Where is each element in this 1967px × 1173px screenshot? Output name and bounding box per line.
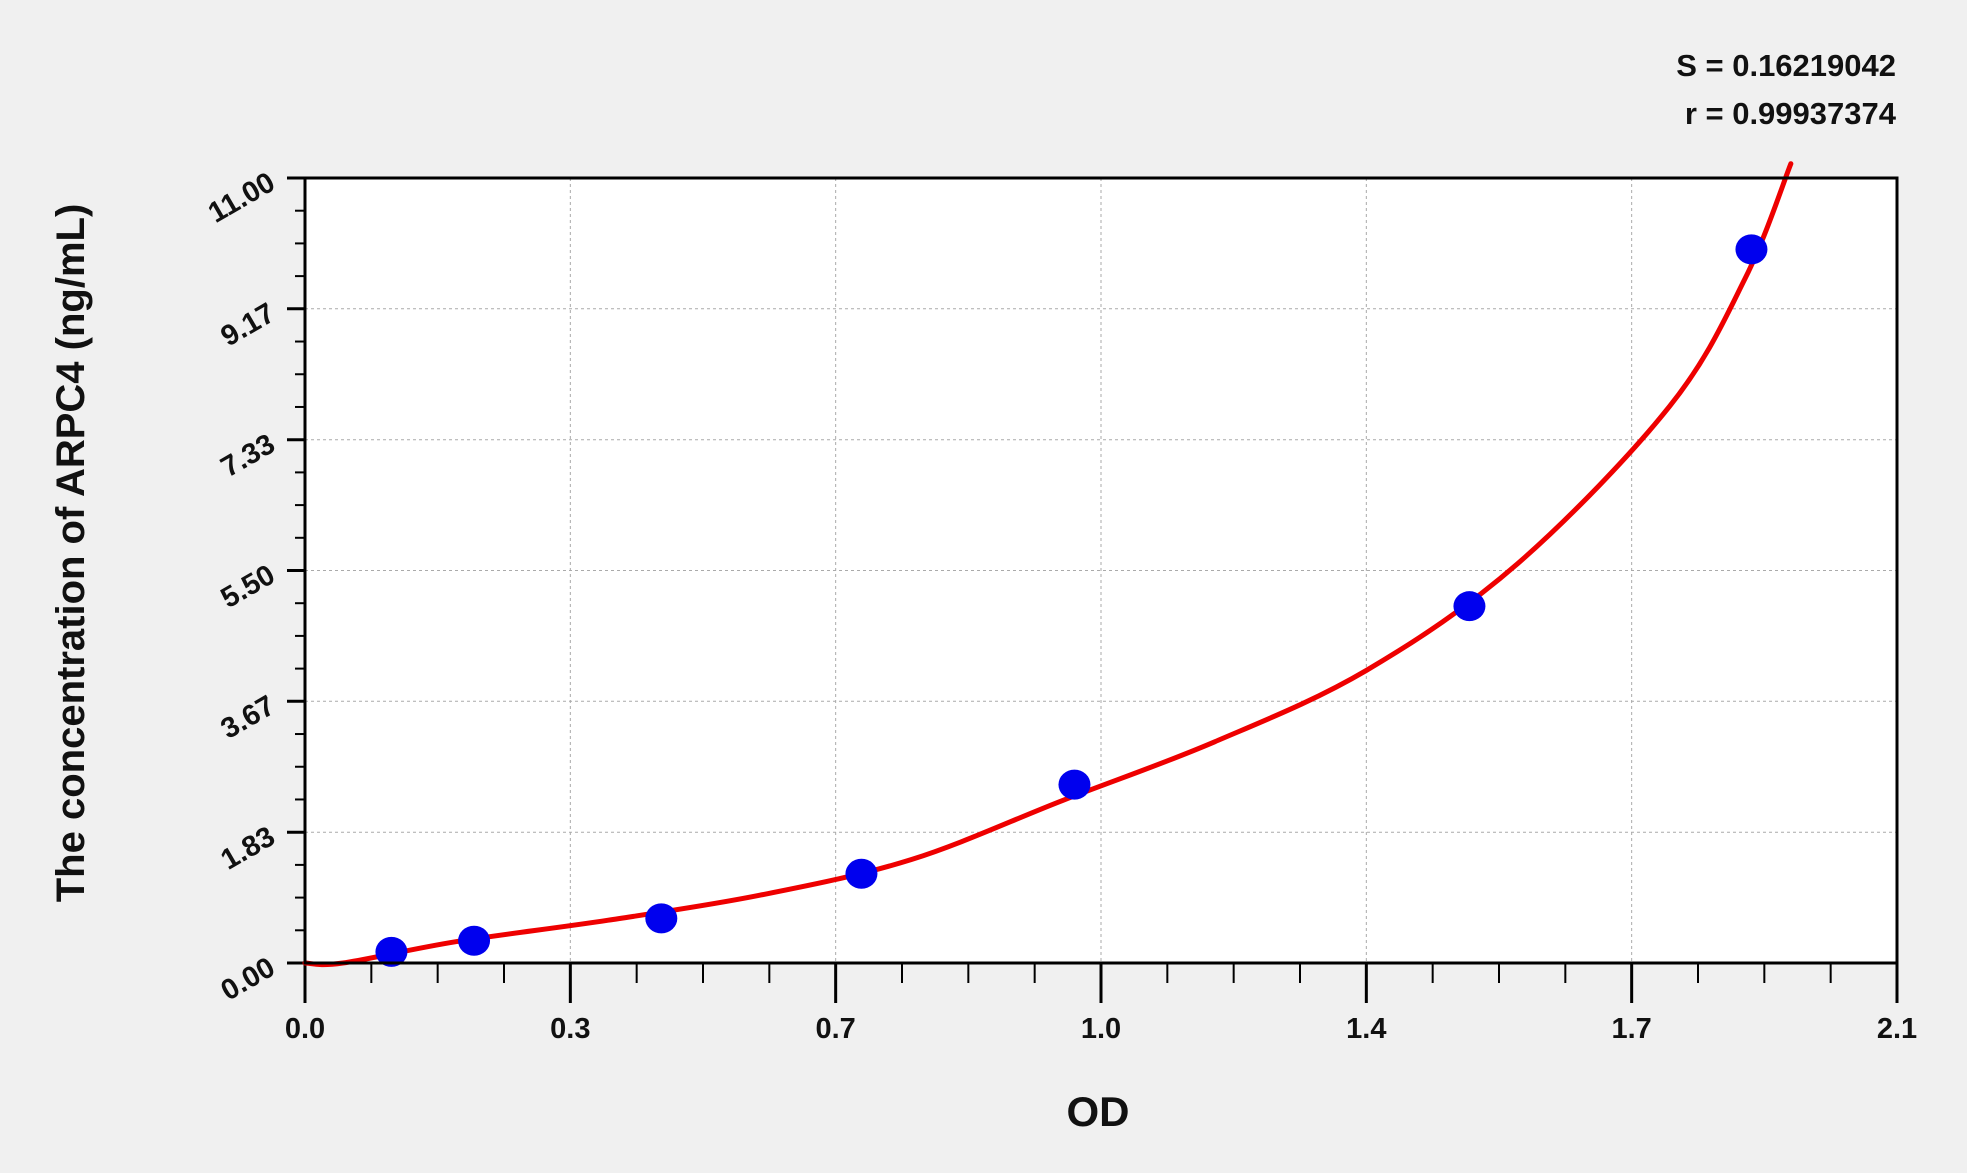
x-tick-label: 2.1 [1877, 1013, 1917, 1045]
axis-ticks [287, 176, 1899, 1003]
data-point [845, 858, 878, 889]
x-tick-label: 1.4 [1346, 1013, 1386, 1045]
fit-curve-group [302, 161, 1794, 968]
x-tick-labels: 0.0 0.3 0.7 1.0 1.4 1.7 2.1 [285, 1013, 1917, 1045]
fit-curve [302, 161, 1794, 968]
x-tick-label: 0.7 [816, 1013, 856, 1045]
data-point [375, 936, 408, 967]
y-tick-label: 7.33 [216, 428, 281, 484]
y-tick-label: 5.50 [216, 559, 281, 615]
y-tick-label: 3.67 [216, 690, 281, 746]
data-points [375, 234, 1768, 967]
y-tick-label: 9.17 [216, 297, 281, 353]
x-tick-label: 1.0 [1081, 1013, 1121, 1045]
plot-frame [303, 176, 1899, 965]
x-tick-label: 0.0 [285, 1013, 325, 1045]
stat-r: r = 0.99937374 [1685, 96, 1897, 131]
y-tick-label: 0.00 [216, 951, 281, 1007]
data-point [1453, 591, 1486, 622]
y-tick-label: 1.83 [216, 821, 281, 877]
x-tick-label: 0.3 [550, 1013, 590, 1045]
y-tick-label: 11.00 [203, 166, 280, 229]
data-point [458, 925, 491, 956]
grid [305, 178, 1897, 963]
data-point [1058, 769, 1091, 800]
stat-s: S = 0.16219042 [1676, 48, 1896, 83]
x-axis-label: OD [1067, 1088, 1130, 1135]
data-point [1735, 234, 1768, 265]
y-tick-labels: 0.00 1.83 3.67 5.50 7.33 9.17 11.00 [203, 166, 280, 1007]
x-tick-label: 1.7 [1612, 1013, 1652, 1045]
y-axis-label: The concentration of ARPC4 (ng/mL) [49, 204, 93, 903]
data-point [645, 903, 678, 934]
